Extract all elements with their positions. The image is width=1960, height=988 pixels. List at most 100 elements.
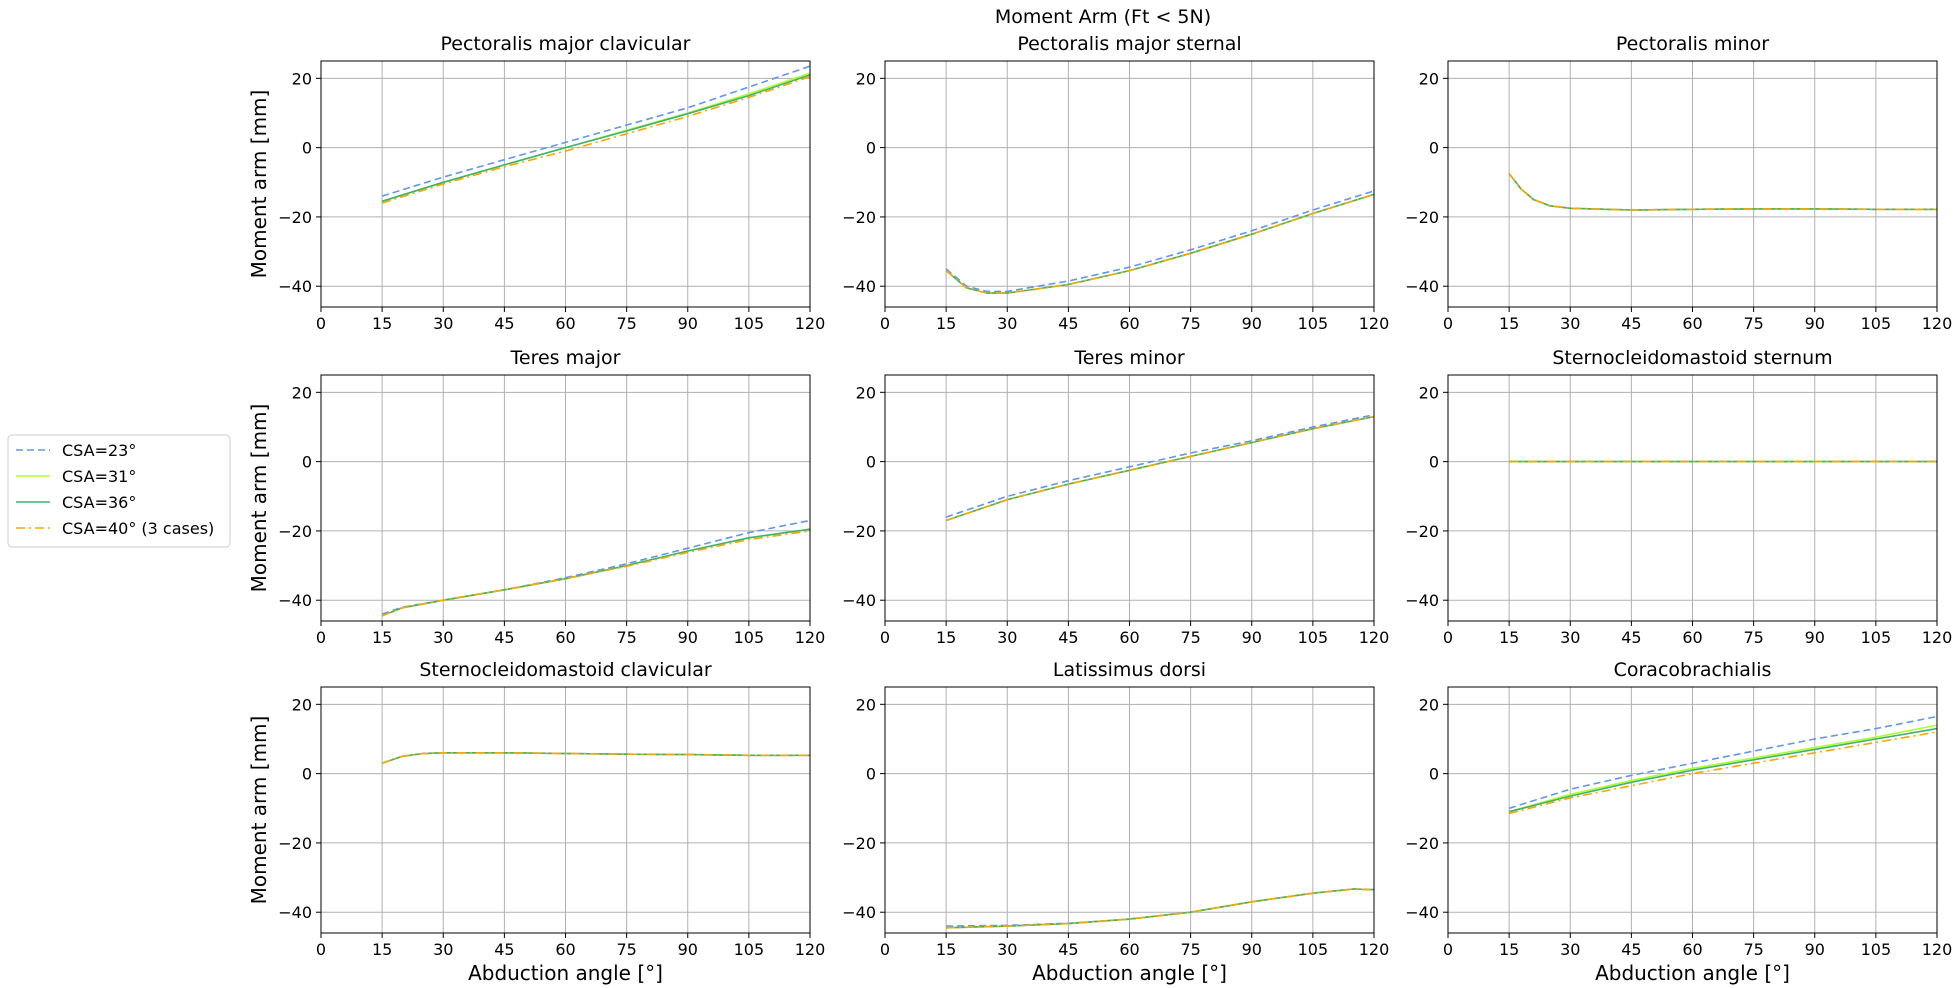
x-axis-label: Abduction angle [°] [1032, 961, 1227, 985]
x-tick-label: 45 [494, 314, 514, 333]
y-tick-label: 0 [1429, 139, 1439, 158]
y-tick-label: 20 [856, 695, 876, 714]
series-line [1508, 173, 1937, 211]
x-tick-label: 0 [880, 628, 890, 647]
series-line [945, 193, 1375, 294]
x-tick-label: 120 [795, 940, 826, 959]
x-tick-label: 30 [997, 628, 1017, 647]
x-tick-label: 90 [678, 314, 698, 333]
series-line [1508, 731, 1938, 815]
subplot-title: Latissimus dorsi [1053, 659, 1206, 681]
figure-suptitle: Moment Arm (Ft < 5N) [995, 6, 1211, 28]
x-tick-label: 45 [494, 940, 514, 959]
series-line [381, 75, 811, 204]
x-tick-label: 105 [1861, 940, 1892, 959]
y-tick-label: 20 [856, 69, 876, 88]
subplot-title: Pectoralis minor [1616, 33, 1769, 55]
x-tick-label: 120 [1922, 314, 1953, 333]
y-tick-label: −20 [1405, 208, 1439, 227]
x-tick-label: 90 [678, 940, 698, 959]
x-tick-label: 120 [1922, 628, 1953, 647]
series-line [946, 888, 1375, 927]
series-line [381, 74, 811, 203]
x-tick-label: 15 [936, 628, 956, 647]
x-tick-label: 45 [1058, 628, 1078, 647]
legend-label: CSA=31° [62, 467, 136, 486]
x-tick-label: 60 [1682, 628, 1702, 647]
x-tick-label: 60 [1682, 314, 1702, 333]
series-line [381, 530, 811, 617]
series-line [1508, 173, 1937, 211]
x-tick-label: 120 [1359, 940, 1390, 959]
x-tick-label: 0 [1443, 940, 1453, 959]
x-tick-label: 120 [1359, 628, 1390, 647]
subplot: Sternocleidomastoid clavicular 0 15 30 45 60 7… [247, 659, 825, 985]
y-tick-label: 0 [302, 765, 312, 784]
x-tick-label: 30 [433, 628, 453, 647]
y-tick-label: −40 [278, 277, 312, 296]
x-tick-label: 90 [1242, 940, 1262, 959]
x-tick-label: 105 [1298, 628, 1329, 647]
subplot: Teres minor 0 15 30 45 60 75 90 105 120 20 0 −20 −40 [842, 347, 1389, 647]
series-line [945, 193, 1375, 294]
subplot-title: Pectoralis major clavicular [441, 33, 691, 55]
x-tick-label: 30 [1560, 940, 1580, 959]
x-tick-label: 75 [1743, 628, 1763, 647]
subplot-title: Coracobrachialis [1614, 659, 1772, 681]
x-tick-label: 30 [433, 314, 453, 333]
x-tick-label: 120 [795, 314, 826, 333]
subplot: Teres major 0 15 30 45 60 75 90 105 120 20 0 −20 −40 M… [247, 347, 825, 647]
y-tick-label: 20 [292, 695, 312, 714]
y-tick-label: −40 [1405, 591, 1439, 610]
series-line [945, 415, 1375, 522]
series-line [381, 751, 810, 764]
x-tick-label: 60 [1119, 314, 1139, 333]
x-tick-label: 15 [372, 314, 392, 333]
subplot: Sternocleidomastoid sternum 0 15 30 45 60 75 90… [1405, 347, 1952, 647]
x-tick-label: 30 [1560, 314, 1580, 333]
legend-label: CSA=40° (3 cases) [62, 519, 214, 538]
legend-label: CSA=36° [62, 493, 136, 512]
series-line [1508, 727, 1938, 813]
x-tick-label: 15 [936, 314, 956, 333]
x-tick-label: 0 [880, 940, 890, 959]
y-tick-label: −20 [1405, 834, 1439, 853]
x-tick-label: 90 [1805, 940, 1825, 959]
y-tick-label: −20 [842, 522, 876, 541]
y-tick-label: 0 [866, 139, 876, 158]
series-line [1508, 173, 1937, 211]
y-tick-label: 20 [292, 69, 312, 88]
x-tick-label: 30 [997, 314, 1017, 333]
y-axis-label: Moment arm [mm] [247, 716, 271, 905]
subplot: Coracobrachialis 0 15 30 45 60 75 90 105 120 20 0 −2… [1405, 659, 1952, 985]
x-tick-label: 120 [795, 628, 826, 647]
x-tick-label: 15 [1499, 314, 1519, 333]
subplot: Pectoralis minor 0 15 30 45 60 75 90 105 120 20 0 −2… [1405, 33, 1952, 333]
y-tick-label: 20 [856, 383, 876, 402]
x-tick-label: 30 [1560, 628, 1580, 647]
subplot-title: Pectoralis major sternal [1017, 33, 1241, 55]
series-line [945, 190, 1375, 293]
x-tick-label: 60 [1682, 940, 1702, 959]
y-tick-label: 0 [1429, 765, 1439, 784]
y-tick-label: 20 [1419, 69, 1439, 88]
subplot-title: Teres minor [1073, 347, 1185, 369]
x-tick-label: 15 [372, 940, 392, 959]
y-tick-label: −20 [842, 834, 876, 853]
y-tick-label: 0 [302, 139, 312, 158]
x-tick-label: 0 [316, 314, 326, 333]
x-tick-label: 90 [1242, 628, 1262, 647]
subplot: Pectoralis major clavicular 0 15 30 45 60 75 90… [247, 33, 825, 333]
y-tick-label: 0 [302, 453, 312, 472]
y-tick-label: 0 [866, 453, 876, 472]
y-tick-label: −40 [278, 591, 312, 610]
series-line [945, 415, 1375, 522]
x-tick-label: 120 [1359, 314, 1390, 333]
subplot-title: Sternocleidomastoid clavicular [419, 659, 712, 681]
x-tick-label: 0 [1443, 314, 1453, 333]
x-tick-label: 75 [1180, 628, 1200, 647]
x-tick-label: 0 [316, 940, 326, 959]
y-tick-label: 0 [1429, 453, 1439, 472]
series-line [381, 528, 811, 617]
series-line [945, 414, 1375, 518]
